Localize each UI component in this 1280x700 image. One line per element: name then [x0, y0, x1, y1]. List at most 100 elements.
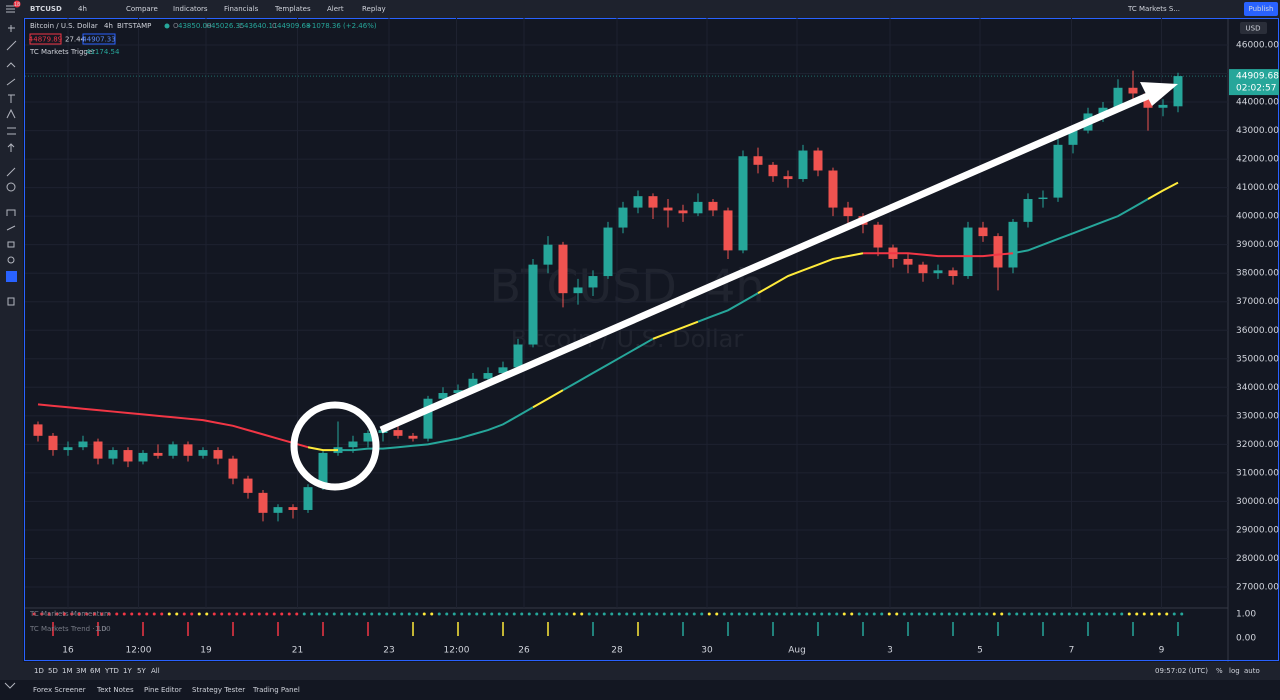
toolbar-button[interactable]: Financials: [224, 5, 259, 13]
candle-body: [753, 156, 763, 165]
publish-button[interactable]: Publish: [1249, 5, 1274, 13]
candle-body: [903, 258, 913, 265]
range-button[interactable]: 1D: [34, 667, 44, 675]
currency[interactable]: USD: [1246, 25, 1261, 33]
price-tick-label: 44000.00: [1236, 98, 1279, 108]
percent-toggle[interactable]: %: [1216, 667, 1223, 675]
range-button[interactable]: 5Y: [137, 667, 146, 675]
momentum-dot: [400, 612, 404, 616]
toolbar-button[interactable]: Templates: [274, 5, 311, 13]
symbol-search[interactable]: BTCUSD: [30, 5, 62, 13]
candle-body: [828, 170, 838, 208]
range-button[interactable]: 1M: [62, 667, 73, 675]
bottom-tab[interactable]: Strategy Tester: [192, 686, 245, 694]
momentum-dot: [1097, 612, 1101, 616]
momentum-dot: [580, 612, 584, 616]
candle-body: [348, 441, 358, 448]
candle-body: [1008, 221, 1018, 268]
momentum-dot: [430, 612, 434, 616]
toolbar-button[interactable]: Compare: [126, 5, 158, 13]
candle-body: [198, 450, 208, 456]
candle-body: [1023, 199, 1033, 222]
momentum-dot: [355, 612, 359, 616]
candle-body: [948, 270, 958, 277]
bottom-tab[interactable]: Forex Screener: [33, 686, 86, 694]
momentum-dot: [782, 612, 786, 616]
close-value: 44909.68: [277, 22, 310, 30]
momentum-dot: [977, 612, 981, 616]
trigger-value: 41174.54: [86, 48, 120, 56]
last-price-label: 44909.68: [1236, 72, 1279, 82]
momentum-dot: [1142, 612, 1146, 616]
momentum-dot: [32, 612, 36, 616]
toolbar-button[interactable]: Alert: [327, 5, 344, 13]
momentum-dot: [197, 612, 201, 616]
bid-box[interactable]: [29, 33, 62, 45]
momentum-dot: [92, 612, 96, 616]
momentum-dot: [497, 612, 501, 616]
log-toggle[interactable]: log: [1229, 667, 1240, 675]
currency-button[interactable]: [1240, 22, 1267, 34]
momentum-dot: [1052, 612, 1056, 616]
bottom-tab[interactable]: Pine Editor: [144, 686, 182, 694]
price-tick-label: 40000.00: [1236, 212, 1279, 222]
momentum-dot: [302, 612, 306, 616]
momentum-dot: [1037, 612, 1041, 616]
momentum-dot: [190, 612, 194, 616]
ask[interactable]: 44907.33: [82, 36, 115, 44]
toolbar-button[interactable]: Replay: [362, 5, 386, 13]
momentum-dot: [325, 612, 329, 616]
time-tick-label: 28: [611, 646, 623, 656]
ask-box[interactable]: [82, 33, 116, 45]
momentum-dot: [1120, 612, 1124, 616]
candle-body: [693, 201, 703, 214]
candle-body: [168, 444, 178, 456]
momentum-dot: [797, 612, 801, 616]
bottom-tab[interactable]: Trading Panel: [252, 686, 300, 694]
range-button[interactable]: All: [151, 667, 160, 675]
bottom-tabs: Forex Screener Text Notes Pine Editor Strat…: [33, 686, 300, 694]
toolbar-button[interactable]: Indicators: [173, 5, 208, 13]
candle-body: [918, 264, 928, 274]
tabs-bar: [0, 680, 1280, 700]
range-button[interactable]: 3M: [76, 667, 87, 675]
momentum-dot: [340, 612, 344, 616]
interval-button[interactable]: 4h: [78, 5, 87, 13]
range-button[interactable]: YTD: [104, 667, 119, 675]
bottom-tab[interactable]: Text Notes: [96, 686, 134, 694]
momentum-dot: [632, 612, 636, 616]
momentum-dot: [962, 612, 966, 616]
trigger-line: [37, 403, 309, 449]
momentum-dot: [842, 612, 846, 616]
price-tick-label: 28000.00: [1236, 554, 1279, 564]
low-value: 43640.11: [244, 22, 277, 30]
momentum-dot: [1067, 612, 1071, 616]
left-toolbar: [0, 18, 23, 700]
range-button[interactable]: 1Y: [123, 667, 132, 675]
trigger-line: [1147, 181, 1179, 200]
time-tick-label: Aug: [788, 646, 806, 656]
momentum-dot: [805, 612, 809, 616]
price-tick-label: 32000.00: [1236, 440, 1279, 450]
bid[interactable]: 44879.89: [29, 36, 62, 44]
candle-body: [543, 244, 553, 265]
publish-button-bg[interactable]: [1244, 2, 1278, 16]
momentum-dot: [670, 612, 674, 616]
high-label: H: [206, 22, 211, 30]
top-toolbar: [0, 0, 1280, 18]
range-button[interactable]: 6M: [90, 667, 101, 675]
momentum-dot: [467, 612, 471, 616]
momentum-dot: [550, 612, 554, 616]
open-label: O: [173, 22, 179, 30]
last-price-box: [1229, 69, 1279, 96]
auto-toggle[interactable]: auto: [1244, 667, 1260, 675]
range-button[interactable]: 5D: [48, 667, 58, 675]
layout-name[interactable]: TC Markets S...: [1127, 5, 1180, 13]
momentum-dot: [490, 612, 494, 616]
time-tick-label: 21: [292, 646, 303, 656]
candle-body: [663, 207, 673, 211]
price-tick-label: 41000.00: [1236, 183, 1279, 193]
candle-body: [768, 164, 778, 177]
candle-body: [1143, 93, 1153, 108]
